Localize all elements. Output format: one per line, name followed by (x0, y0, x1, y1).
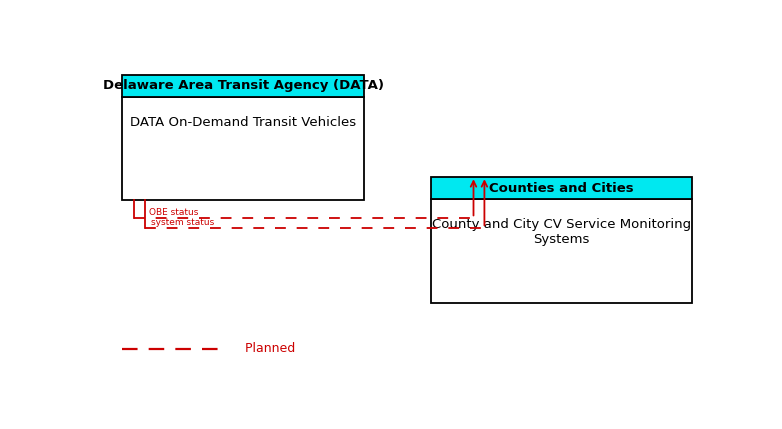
Text: County and City CV Service Monitoring
Systems: County and City CV Service Monitoring Sy… (432, 218, 691, 246)
Text: OBE status: OBE status (149, 208, 199, 217)
Bar (122, 75, 364, 97)
Text: Counties and Cities: Counties and Cities (489, 182, 633, 195)
Bar (431, 177, 692, 199)
Bar (431, 199, 692, 302)
Text: system status: system status (151, 218, 214, 227)
Text: Planned: Planned (237, 342, 296, 355)
Bar (122, 97, 364, 200)
Text: DATA On-Demand Transit Vehicles: DATA On-Demand Transit Vehicles (130, 116, 357, 129)
Text: Delaware Area Transit Agency (DATA): Delaware Area Transit Agency (DATA) (102, 79, 384, 92)
